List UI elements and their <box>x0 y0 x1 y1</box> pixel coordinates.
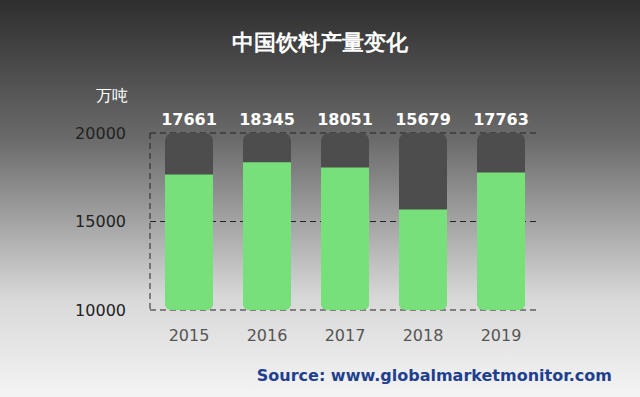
svg-text:2016: 2016 <box>247 326 288 345</box>
svg-text:18051: 18051 <box>317 110 373 129</box>
html-text:Source: www.globalmarketmonito: Source: www.globalmarketmonitor.com <box>256 366 612 385</box>
svg-text:17763: 17763 <box>473 110 529 129</box>
svg-text:18345: 18345 <box>239 110 295 129</box>
svg-text:20000: 20000 <box>75 124 126 143</box>
svg-text:10000: 10000 <box>75 301 126 320</box>
svg-text:2019: 2019 <box>481 326 522 345</box>
svg-text:15000: 15000 <box>75 212 126 231</box>
svg-text:2017: 2017 <box>325 326 366 345</box>
svg-text:2018: 2018 <box>403 326 444 345</box>
html-text:中国饮料产量变化: 中国饮料产量变化 <box>232 30 408 55</box>
html-text:万吨: 万吨 <box>96 86 128 105</box>
svg-text:15679: 15679 <box>395 110 451 129</box>
svg-text:17661: 17661 <box>161 110 217 129</box>
svg-text:2015: 2015 <box>169 326 210 345</box>
